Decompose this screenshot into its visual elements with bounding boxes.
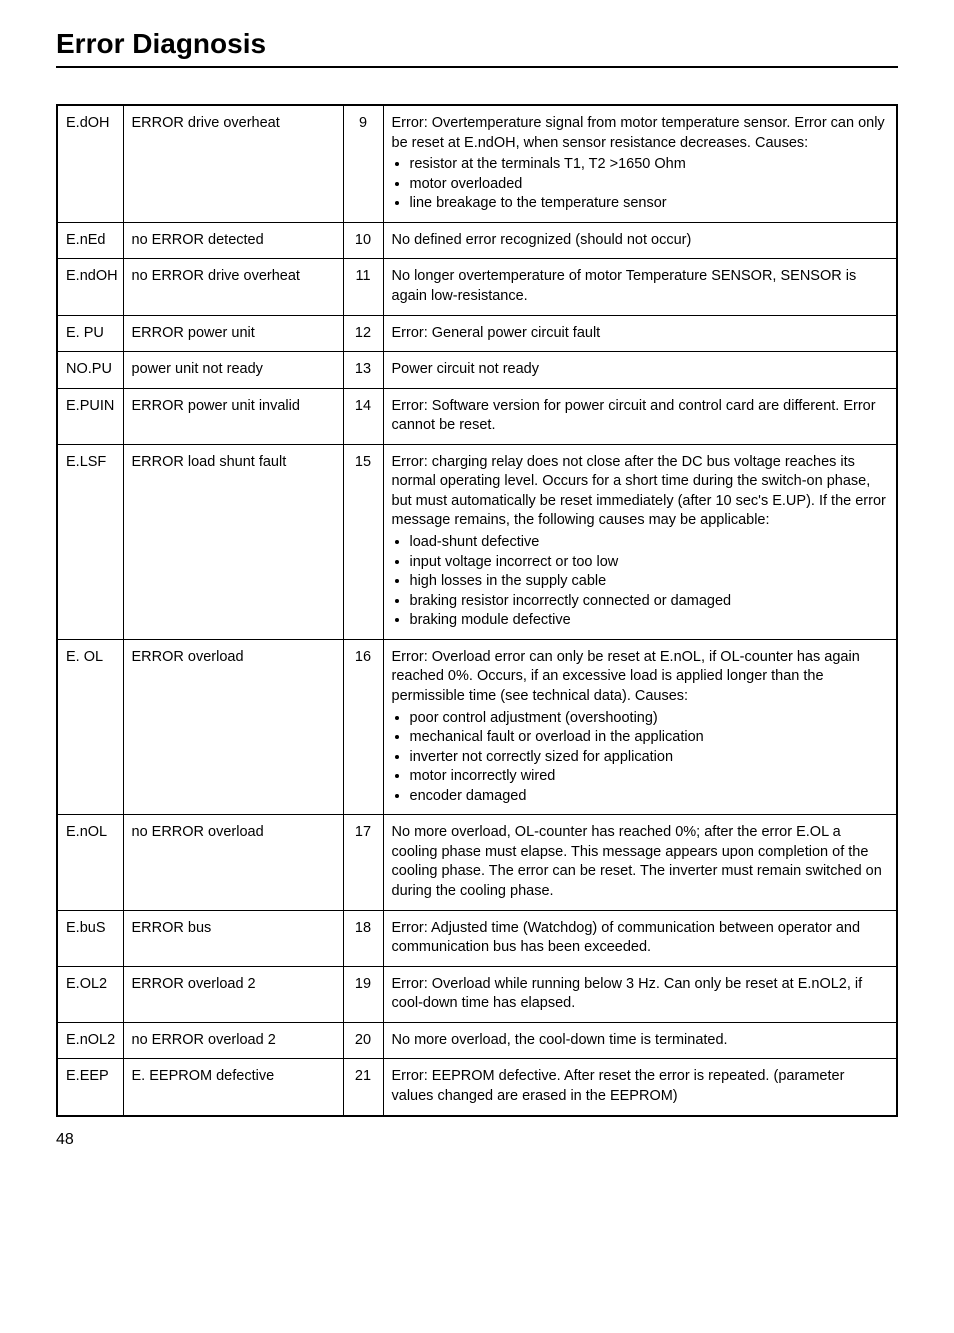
- bullet: braking resistor incorrectly connected o…: [410, 592, 889, 612]
- bullet: motor incorrectly wired: [410, 767, 889, 787]
- table-row: E. PU ERROR power unit 12 Error: General…: [57, 315, 897, 352]
- cell-desc: Error: EEPROM defective. After reset the…: [383, 1059, 897, 1116]
- table-row: E.OL2 ERROR overload 2 19 Error: Overloa…: [57, 966, 897, 1022]
- desc-intro: Error: Overtemperature signal from motor…: [392, 115, 885, 151]
- cell-code: E.nOL: [57, 815, 123, 910]
- bullet: poor control adjustment (overshooting): [410, 709, 889, 729]
- cell-code: E.nEd: [57, 222, 123, 259]
- table-row: E.buS ERROR bus 18 Error: Adjusted time …: [57, 910, 897, 966]
- cell-num: 15: [343, 444, 383, 639]
- cell-num: 13: [343, 352, 383, 389]
- table-row: E.EEP E. EEPROM defective 21 Error: EEPR…: [57, 1059, 897, 1116]
- cell-code: E.EEP: [57, 1059, 123, 1116]
- cell-num: 16: [343, 639, 383, 815]
- cell-num: 14: [343, 388, 383, 444]
- bullet: high losses in the supply cable: [410, 572, 889, 592]
- cell-num: 17: [343, 815, 383, 910]
- cell-code: E.nOL2: [57, 1022, 123, 1059]
- bullet: braking module defective: [410, 611, 889, 631]
- desc-bullets: load-shunt defective input voltage incor…: [392, 533, 889, 631]
- bullet: motor overloaded: [410, 175, 889, 195]
- cell-code: E.PUIN: [57, 388, 123, 444]
- cell-num: 19: [343, 966, 383, 1022]
- bullet: encoder damaged: [410, 787, 889, 807]
- cell-num: 12: [343, 315, 383, 352]
- cell-code: NO.PU: [57, 352, 123, 389]
- desc-intro: Error: Overload error can only be reset …: [392, 649, 860, 704]
- cell-num: 11: [343, 259, 383, 315]
- table-row: NO.PU power unit not ready 13 Power circ…: [57, 352, 897, 389]
- cell-desc: Error: Overload while running below 3 Hz…: [383, 966, 897, 1022]
- cell-name: E. EEPROM defective: [123, 1059, 343, 1116]
- bullet: load-shunt defective: [410, 533, 889, 553]
- cell-name: ERROR power unit invalid: [123, 388, 343, 444]
- cell-code: E.dOH: [57, 105, 123, 222]
- cell-desc: Error: Adjusted time (Watchdog) of commu…: [383, 910, 897, 966]
- desc-bullets: resistor at the terminals T1, T2 >1650 O…: [392, 155, 889, 214]
- table-row: E.nOL no ERROR overload 17 No more overl…: [57, 815, 897, 910]
- cell-num: 10: [343, 222, 383, 259]
- table-row: E.ndOH no ERROR drive overheat 11 No lon…: [57, 259, 897, 315]
- cell-name: ERROR drive overheat: [123, 105, 343, 222]
- cell-desc: Power circuit not ready: [383, 352, 897, 389]
- cell-num: 20: [343, 1022, 383, 1059]
- cell-desc: Error: General power circuit fault: [383, 315, 897, 352]
- cell-desc: No more overload, the cool-down time is …: [383, 1022, 897, 1059]
- cell-desc: No defined error recognized (should not …: [383, 222, 897, 259]
- title-rule: [56, 66, 898, 68]
- cell-name: ERROR overload 2: [123, 966, 343, 1022]
- bullet: line breakage to the temperature sensor: [410, 194, 889, 214]
- page-number: 48: [56, 1131, 898, 1149]
- cell-desc: Error: Overtemperature signal from motor…: [383, 105, 897, 222]
- cell-name: no ERROR detected: [123, 222, 343, 259]
- cell-name: ERROR load shunt fault: [123, 444, 343, 639]
- cell-name: no ERROR overload: [123, 815, 343, 910]
- table-row: E.dOH ERROR drive overheat 9 Error: Over…: [57, 105, 897, 222]
- table-row: E.LSF ERROR load shunt fault 15 Error: c…: [57, 444, 897, 639]
- bullet: input voltage incorrect or too low: [410, 553, 889, 573]
- table-row: E.nOL2 no ERROR overload 2 20 No more ov…: [57, 1022, 897, 1059]
- cell-name: power unit not ready: [123, 352, 343, 389]
- cell-name: no ERROR drive overheat: [123, 259, 343, 315]
- cell-name: no ERROR overload 2: [123, 1022, 343, 1059]
- cell-desc: Error: Overload error can only be reset …: [383, 639, 897, 815]
- cell-code: E.buS: [57, 910, 123, 966]
- table-row: E.PUIN ERROR power unit invalid 14 Error…: [57, 388, 897, 444]
- cell-desc: Error: Software version for power circui…: [383, 388, 897, 444]
- cell-code: E.OL2: [57, 966, 123, 1022]
- desc-intro: Error: charging relay does not close aft…: [392, 454, 886, 529]
- cell-desc: No more overload, OL-counter has reached…: [383, 815, 897, 910]
- bullet: resistor at the terminals T1, T2 >1650 O…: [410, 155, 889, 175]
- table-row: E.nEd no ERROR detected 10 No defined er…: [57, 222, 897, 259]
- cell-num: 18: [343, 910, 383, 966]
- cell-desc: No longer overtemperature of motor Tempe…: [383, 259, 897, 315]
- cell-num: 21: [343, 1059, 383, 1116]
- cell-code: E.ndOH: [57, 259, 123, 315]
- cell-desc: Error: charging relay does not close aft…: [383, 444, 897, 639]
- cell-name: ERROR power unit: [123, 315, 343, 352]
- page-title: Error Diagnosis: [56, 28, 898, 60]
- desc-bullets: poor control adjustment (overshooting) m…: [392, 709, 889, 807]
- error-table: E.dOH ERROR drive overheat 9 Error: Over…: [56, 104, 898, 1117]
- bullet: inverter not correctly sized for applica…: [410, 748, 889, 768]
- cell-name: ERROR overload: [123, 639, 343, 815]
- bullet: mechanical fault or overload in the appl…: [410, 728, 889, 748]
- cell-code: E. PU: [57, 315, 123, 352]
- cell-code: E. OL: [57, 639, 123, 815]
- cell-code: E.LSF: [57, 444, 123, 639]
- table-row: E. OL ERROR overload 16 Error: Overload …: [57, 639, 897, 815]
- cell-name: ERROR bus: [123, 910, 343, 966]
- cell-num: 9: [343, 105, 383, 222]
